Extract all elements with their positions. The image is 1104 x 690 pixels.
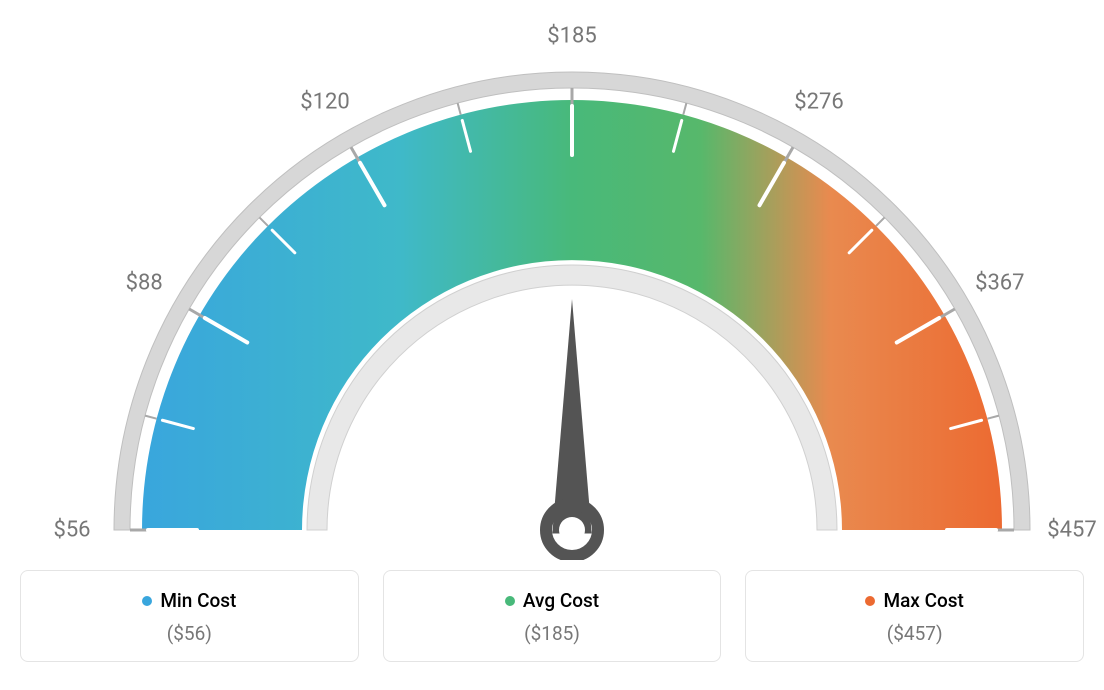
legend-dot-min <box>142 596 152 606</box>
gauge-area: $56$88$120$185$276$367$457 <box>20 20 1084 560</box>
legend-card-avg: Avg Cost ($185) <box>383 570 722 662</box>
legend-dot-avg <box>505 596 515 606</box>
legend-dot-max <box>865 596 875 606</box>
legend-card-max: Max Cost ($457) <box>745 570 1084 662</box>
legend-label-avg: Avg Cost <box>523 589 599 612</box>
gauge-svg <box>20 20 1084 560</box>
gauge-tick-label: $120 <box>300 90 349 115</box>
gauge-tick-label: $56 <box>53 518 90 543</box>
legend-row: Min Cost ($56) Avg Cost ($185) Max Cost … <box>20 570 1084 662</box>
legend-value-min: ($56) <box>31 622 348 645</box>
legend-value-avg: ($185) <box>394 622 711 645</box>
gauge-tick-label: $88 <box>126 271 163 296</box>
cost-gauge-widget: $56$88$120$185$276$367$457 Min Cost ($56… <box>20 20 1084 662</box>
legend-card-min: Min Cost ($56) <box>20 570 359 662</box>
legend-label-min: Min Cost <box>160 589 236 612</box>
gauge-tick-label: $185 <box>547 24 596 49</box>
gauge-tick-label: $276 <box>794 90 843 115</box>
legend-value-max: ($457) <box>756 622 1073 645</box>
gauge-tick-label: $367 <box>975 271 1024 296</box>
gauge-tick-label: $457 <box>1047 518 1096 543</box>
legend-label-max: Max Cost <box>883 589 963 612</box>
